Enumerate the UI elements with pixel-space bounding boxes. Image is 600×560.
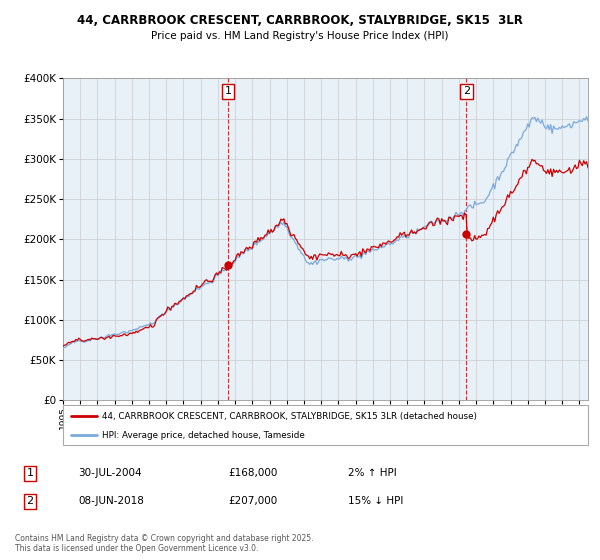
Text: 08-JUN-2018: 08-JUN-2018 — [78, 496, 144, 506]
Text: 30-JUL-2004: 30-JUL-2004 — [78, 468, 142, 478]
Text: Price paid vs. HM Land Registry's House Price Index (HPI): Price paid vs. HM Land Registry's House … — [151, 31, 449, 41]
Text: £168,000: £168,000 — [228, 468, 277, 478]
Text: HPI: Average price, detached house, Tameside: HPI: Average price, detached house, Tame… — [103, 431, 305, 440]
Text: Contains HM Land Registry data © Crown copyright and database right 2025.
This d: Contains HM Land Registry data © Crown c… — [15, 534, 314, 553]
Text: 2: 2 — [463, 86, 470, 96]
Text: 1: 1 — [224, 86, 232, 96]
Text: 2: 2 — [26, 496, 34, 506]
Text: 44, CARRBROOK CRESCENT, CARRBROOK, STALYBRIDGE, SK15 3LR (detached house): 44, CARRBROOK CRESCENT, CARRBROOK, STALY… — [103, 412, 478, 421]
Text: 2% ↑ HPI: 2% ↑ HPI — [348, 468, 397, 478]
FancyBboxPatch shape — [63, 405, 588, 445]
Text: 15% ↓ HPI: 15% ↓ HPI — [348, 496, 403, 506]
Text: £207,000: £207,000 — [228, 496, 277, 506]
Text: 44, CARRBROOK CRESCENT, CARRBROOK, STALYBRIDGE, SK15  3LR: 44, CARRBROOK CRESCENT, CARRBROOK, STALY… — [77, 14, 523, 27]
Text: 1: 1 — [26, 468, 34, 478]
